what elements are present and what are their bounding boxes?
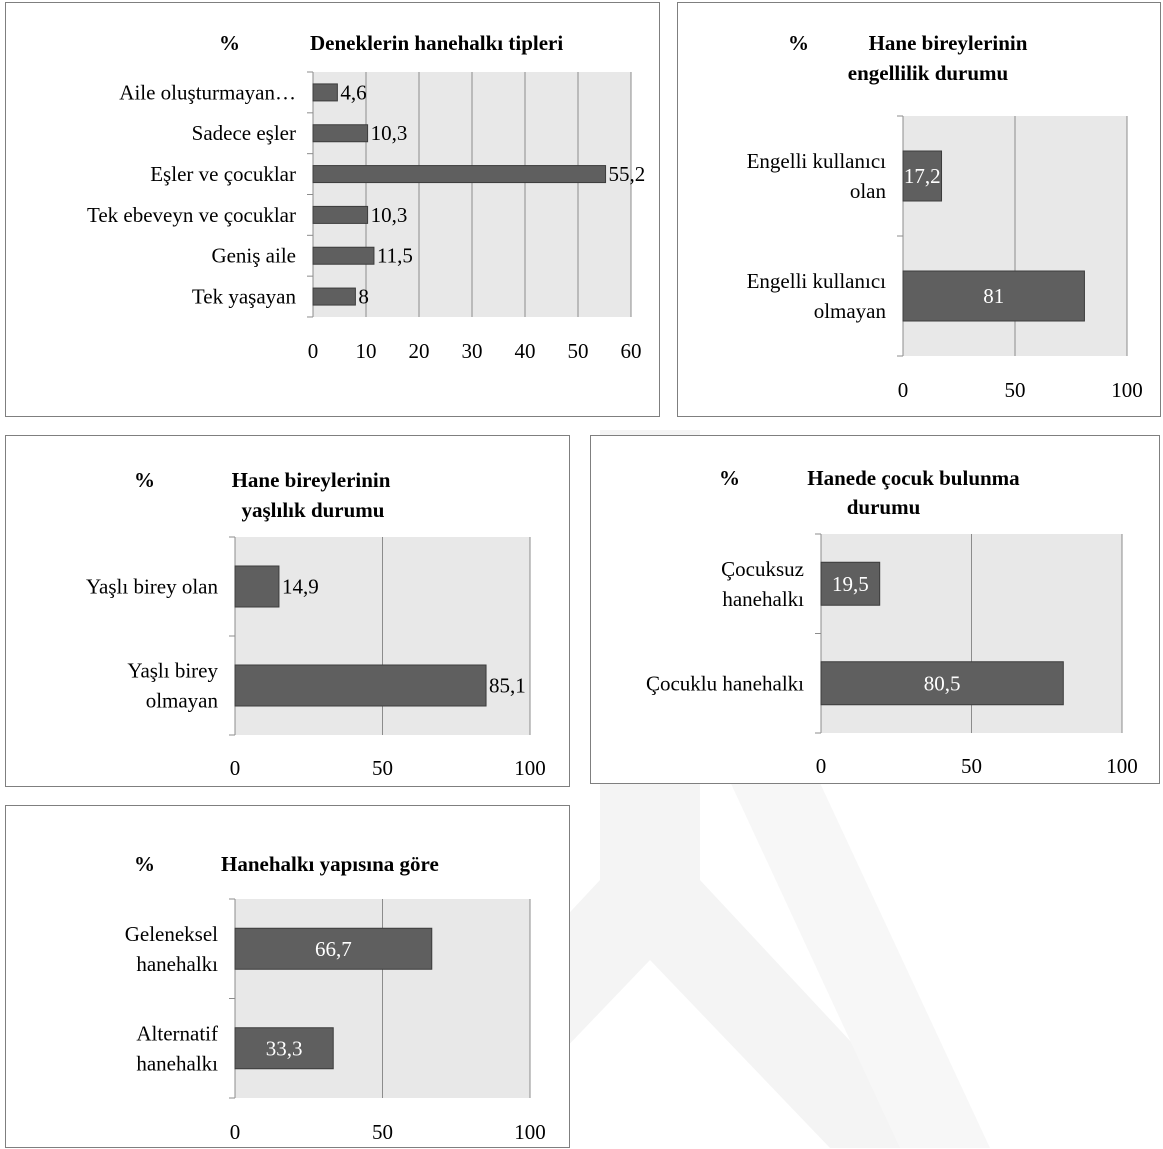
tick-label: 0 (898, 378, 909, 402)
tick-label: 100 (1106, 754, 1138, 778)
data-label: 55,2 (609, 162, 646, 186)
bar (820, 661, 1064, 706)
category-label: Yaşlı birey (127, 659, 218, 683)
chart-title-line-2: engellilik durumu (847, 61, 1009, 85)
tick-label: 0 (816, 754, 827, 778)
bar (312, 165, 607, 184)
tick-label: 0 (308, 339, 319, 363)
data-label: 33,3 (266, 1036, 303, 1060)
data-label: 4,6 (340, 80, 366, 104)
chart-title-line-1: Hanede çocuk bulunma (807, 466, 1020, 490)
tick-label: 30 (462, 339, 483, 363)
chart-title-unit: % (788, 31, 809, 55)
category-label: hanehalkı (136, 952, 218, 976)
category-label: hanehalkı (136, 1051, 218, 1075)
chart-title-line-1: Hane bireylerinin (868, 31, 1028, 55)
category-label: Çocuksuz (721, 557, 804, 581)
bar (234, 565, 280, 608)
chart-title: Hanehalkı yapısına göre (221, 852, 439, 876)
chart-panel-disability: % Hane bireylerinin engellilik durumu 17… (677, 2, 1161, 417)
category-label: Tek yaşayan (192, 285, 297, 309)
bar (312, 287, 356, 306)
chart-svg-disability: 17,2 Engelli kullanıcı olan 81 Engelli kulla… (747, 115, 1143, 402)
bar (312, 124, 369, 143)
tick-label: 0 (230, 756, 241, 780)
category-label: Geleneksel (125, 922, 218, 946)
category-label: olan (850, 179, 887, 203)
tick-label: 60 (621, 339, 642, 363)
chart-title-line-2: durumu (846, 495, 921, 519)
bar (902, 150, 943, 202)
data-label: 8 (358, 285, 369, 309)
category-label: Engelli kullanıcı (747, 149, 887, 173)
category-label: Engelli kullanıcı (747, 269, 887, 293)
category-label: Geniş aile (211, 244, 296, 268)
data-label: 14,9 (282, 575, 319, 599)
tick-label: 20 (409, 339, 430, 363)
tick-label: 100 (514, 756, 546, 780)
chart-title-line-1: Hane bireylerinin (231, 468, 391, 492)
tick-label: 10 (356, 339, 377, 363)
chart-svg-children: 19,5 Çocuksuz hanehalkı 80,5 Çocuklu hanehal… (646, 533, 1138, 778)
bar (234, 664, 487, 707)
data-label: 85,1 (489, 674, 526, 698)
tick-label: 100 (514, 1120, 546, 1144)
data-label: 17,2 (904, 164, 941, 188)
tick-label: 50 (568, 339, 589, 363)
category-label: Çocuklu hanehalkı (646, 671, 804, 695)
category-label: olmayan (146, 689, 219, 713)
chart-title-unit: % (719, 466, 740, 490)
data-label: 19,5 (832, 572, 869, 596)
chart-title-unit: % (134, 468, 155, 492)
bar (820, 561, 881, 606)
bar (234, 1027, 334, 1070)
chart-title: Deneklerin hanehalkı tipleri (310, 31, 564, 55)
chart-panel-structure: % Hanehalkı yapısına göre 66,7 Geleneksel… (5, 805, 570, 1148)
data-label: 11,5 (377, 244, 413, 268)
bar (312, 205, 369, 224)
chart-title-unit: % (219, 31, 240, 55)
data-label: 10,3 (371, 203, 408, 227)
chart-title-unit: % (134, 852, 155, 876)
bar (234, 927, 433, 970)
chart-title-line-2: yaşlılık durumu (241, 498, 385, 522)
category-label: olmayan (814, 299, 887, 323)
chart-svg-elderly: 14,9 Yaşlı birey olan 85,1 Yaşlı birey olmay… (86, 536, 546, 780)
data-label: 66,7 (315, 937, 352, 961)
tick-label: 40 (515, 339, 536, 363)
bar (902, 270, 1085, 322)
category-label: Tek ebeveyn ve çocuklar (87, 203, 296, 227)
chart-svg-structure: 66,7 Geleneksel hanehalkı 33,3 Alternatif han… (125, 898, 546, 1144)
data-label: 81 (983, 284, 1004, 308)
chart-panel-elderly: % Hane bireylerinin yaşlılık durumu 14,9… (5, 435, 570, 787)
category-label: Aile oluşturmayan… (119, 80, 296, 104)
data-label: 80,5 (924, 671, 961, 695)
category-label: Yaşlı birey olan (86, 575, 219, 599)
bar (312, 83, 338, 102)
category-label: Sadece eşler (192, 121, 296, 145)
tick-label: 100 (1111, 378, 1143, 402)
tick-label: 50 (372, 756, 393, 780)
category-label: hanehalkı (722, 587, 804, 611)
category-label: Eşler ve çocuklar (150, 162, 296, 186)
bar (312, 246, 375, 265)
chart-panel-household-types: % Deneklerin hanehalkı tipleri 4,6 Aile o… (5, 2, 660, 417)
chart-svg-household-types: 4,6 Aile oluşturmayan… 10,3 Sadece eşler 55,… (87, 71, 646, 363)
data-label: 10,3 (371, 121, 408, 145)
tick-label: 50 (1005, 378, 1026, 402)
tick-label: 0 (230, 1120, 241, 1144)
category-label: Alternatif (136, 1021, 218, 1045)
tick-label: 50 (372, 1120, 393, 1144)
tick-label: 50 (961, 754, 982, 778)
chart-panel-children: % Hanede çocuk bulunma durumu 19,5 Çocuks… (590, 435, 1160, 784)
